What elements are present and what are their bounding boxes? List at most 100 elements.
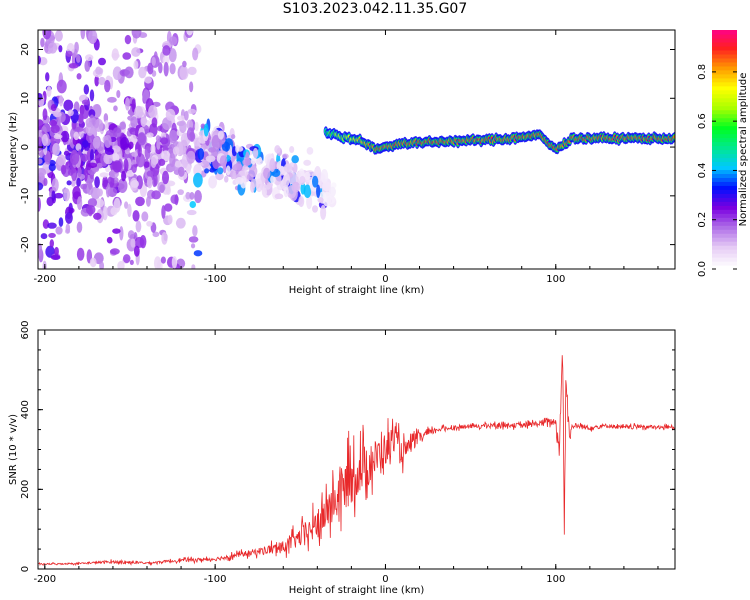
colorbar-segment xyxy=(712,245,737,250)
spectrogram-cell xyxy=(131,47,141,57)
spectrogram-cell xyxy=(283,163,293,173)
colorbar-segment xyxy=(712,105,737,111)
spectrogram-cell xyxy=(133,245,140,257)
spectrogram-cell xyxy=(80,30,86,40)
spectrogram-cell xyxy=(82,140,89,148)
snr-background xyxy=(38,330,675,569)
spectrogram-cell xyxy=(144,145,151,160)
spectrogram-cell xyxy=(104,79,111,93)
spectrogram-cell xyxy=(102,206,108,221)
colorbar-segment xyxy=(712,125,737,131)
spectrogram-cell xyxy=(194,190,202,204)
colorbar-segment xyxy=(712,73,737,79)
colorbar-segment xyxy=(712,85,737,91)
spectrogram-cell xyxy=(186,30,194,36)
spectrogram-cell xyxy=(161,170,170,185)
spectrogram-cell xyxy=(138,66,147,79)
spectrogram-cell xyxy=(303,159,312,166)
spectrogram-cell xyxy=(81,153,88,162)
spectrogram-cell xyxy=(116,89,121,99)
spectrogram-cell xyxy=(312,175,319,188)
spectrogram-cell xyxy=(129,259,134,265)
spectrogram-cell xyxy=(54,192,64,199)
colorbar-segment xyxy=(712,113,737,119)
spectrogram-cell xyxy=(99,261,105,269)
colorbar-segment xyxy=(712,253,737,258)
spectrogram-cell xyxy=(158,62,163,74)
spectrogram-cell xyxy=(132,210,140,222)
spectrogram-cell xyxy=(174,160,182,168)
spectrogram-cell xyxy=(296,171,301,177)
spectrogram-cell xyxy=(291,155,299,164)
spectrogram-cell xyxy=(168,129,178,144)
snr-y-tick-label: 600 xyxy=(20,320,31,339)
spectrogram-cell xyxy=(189,201,197,209)
colorbar-segment xyxy=(712,133,737,139)
spectrogram-cell xyxy=(112,228,121,234)
spectrogram-cell xyxy=(189,81,194,93)
spectrogram-cell xyxy=(158,158,166,167)
spectrogram-cell xyxy=(171,256,178,269)
spectrogram-cell xyxy=(58,217,64,227)
spectrogram-cell xyxy=(75,143,82,152)
spectrogram-cell xyxy=(111,48,119,61)
spectrogram-cell xyxy=(197,148,205,161)
spectrogram-cell xyxy=(204,168,210,174)
spectrogram-cell xyxy=(131,30,142,39)
spectrogram-cell xyxy=(56,79,67,94)
colorbar-segment xyxy=(712,161,737,167)
spectrogram-cell xyxy=(85,118,93,128)
spectrogram-cell xyxy=(187,108,197,115)
spectrogram-cell xyxy=(127,203,132,218)
spectrogram-cell xyxy=(298,195,305,208)
spectrogram-cell xyxy=(266,182,273,188)
spectrogram-cell xyxy=(76,221,83,233)
spectrogram-cell xyxy=(89,257,97,268)
colorbar-segment xyxy=(712,169,737,174)
spectrogram-cell xyxy=(168,48,177,63)
colorbar-tick-label: 0.0 xyxy=(697,261,708,277)
spectrogram-cell xyxy=(38,158,43,165)
spectrogram-cell xyxy=(103,153,114,165)
spectrogram-cell xyxy=(281,153,289,159)
spectrogram-cell xyxy=(194,121,199,132)
spectrogram-cell xyxy=(98,76,106,86)
spectrogram-cell xyxy=(107,96,117,103)
spectrogram-cell xyxy=(161,231,168,245)
spectrogram-cell xyxy=(127,230,135,240)
spectrogram-cell xyxy=(145,196,151,207)
spectrogram-cell xyxy=(63,150,70,156)
spectrogram-cell xyxy=(320,169,329,184)
spectrogram-cell xyxy=(134,105,144,119)
spectrogram-cell xyxy=(50,104,57,112)
spectrogram-cell xyxy=(233,163,243,172)
spectrogram-cell xyxy=(67,169,74,176)
snr-y-tick-label: 0 xyxy=(20,566,31,572)
colorbar-segment xyxy=(712,89,737,95)
spectrogram-cell xyxy=(293,163,298,174)
spectrogram-cell xyxy=(47,222,57,229)
spectrogram-cell xyxy=(38,243,43,257)
spectrogram-cell xyxy=(188,236,199,243)
spectrogram-cell xyxy=(317,196,324,203)
spectrogram-cell xyxy=(123,158,129,172)
colorbar-segment xyxy=(712,109,737,115)
spectrogram-cell xyxy=(151,190,162,200)
spectrogram-cell xyxy=(60,164,67,175)
spectrogram-cell xyxy=(221,141,231,152)
spectrogram-cell xyxy=(252,147,259,159)
spectrogram-cell xyxy=(67,109,74,117)
spectrogram-cell xyxy=(48,232,56,238)
spectrogram-cell xyxy=(186,209,197,216)
colorbar-segment xyxy=(712,181,737,186)
colorbar-segment xyxy=(712,61,737,67)
spectrogram-cell xyxy=(63,99,74,112)
spectrogram-cell xyxy=(215,172,224,181)
spectrogram-cell xyxy=(133,60,139,70)
spectrogram-cell xyxy=(223,175,229,183)
spectrogram-cell xyxy=(117,178,128,194)
spectrogram-cell xyxy=(187,66,197,76)
spectrogram-cell xyxy=(192,47,199,61)
colorbar-segment xyxy=(712,137,737,143)
